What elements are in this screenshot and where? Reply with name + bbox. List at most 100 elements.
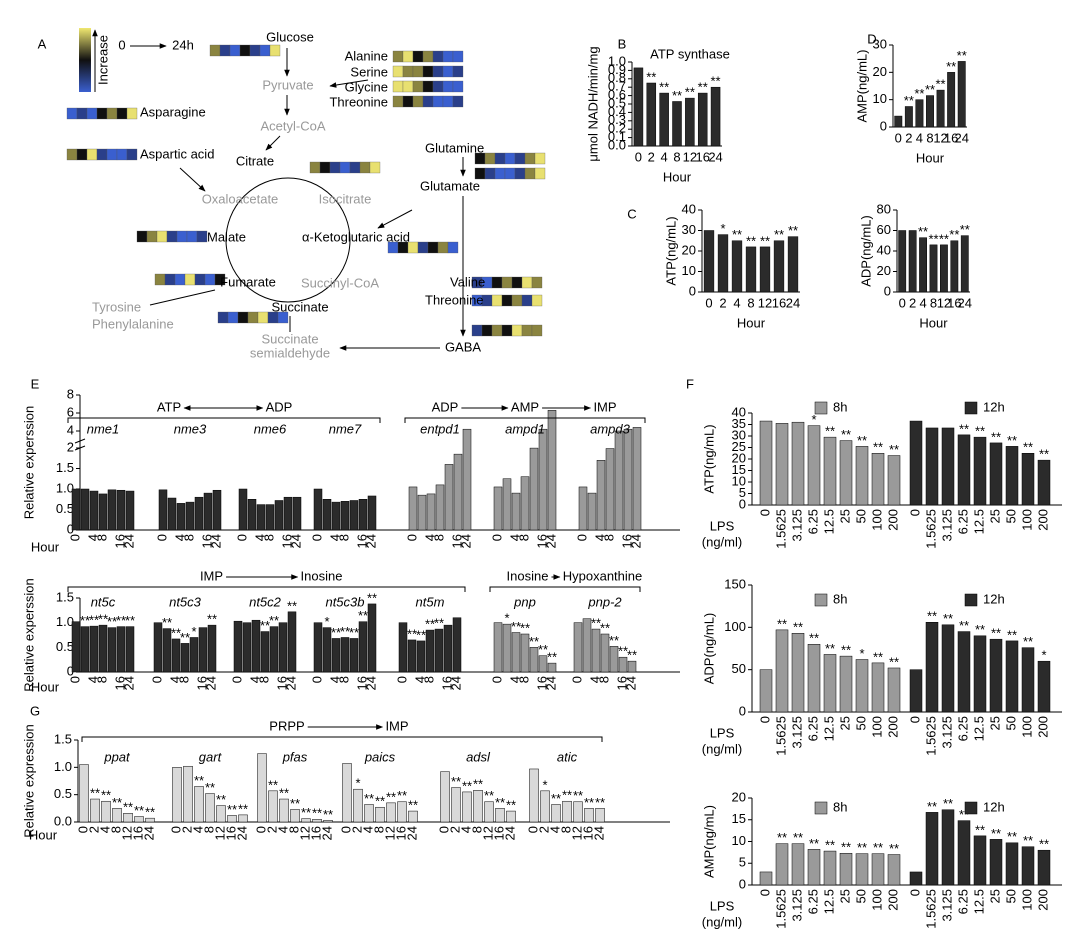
tca-cycle xyxy=(225,177,351,303)
bar xyxy=(775,423,789,506)
panel-label: C xyxy=(627,206,636,221)
x-tick-label: 16 xyxy=(944,130,958,145)
bar xyxy=(909,420,923,506)
x-tick-label: 4 xyxy=(587,676,602,683)
bar xyxy=(989,839,1003,886)
bar xyxy=(331,501,341,531)
significance: ** xyxy=(991,626,1001,641)
x-tick-label: 8 xyxy=(201,826,216,833)
significance: ** xyxy=(1023,440,1033,455)
group-label: nme3 xyxy=(174,421,207,436)
y-tick-label: 0 xyxy=(67,521,74,536)
x-tick-label: 3.125 xyxy=(939,509,954,542)
x-tick-label: 25 xyxy=(987,509,1002,523)
x-tick-label: 1.5625 xyxy=(923,889,938,929)
bar xyxy=(203,492,213,531)
x-tick-label: 50 xyxy=(1003,509,1018,523)
bar xyxy=(759,669,773,713)
metabolite-label: Isocitrate xyxy=(319,191,372,206)
group-label: atic xyxy=(557,749,578,764)
x-tick-label: 24 xyxy=(448,676,463,690)
heatmap-cell xyxy=(442,65,454,78)
bar xyxy=(90,798,100,823)
bar xyxy=(578,486,588,531)
x-tick-label: 0 xyxy=(234,534,249,541)
significance: ** xyxy=(991,826,1001,841)
heatmap-cell xyxy=(369,161,381,174)
y-tick-label: 1.0 xyxy=(56,614,74,629)
x-tick-label: 12.5 xyxy=(821,889,836,914)
significance: ** xyxy=(125,613,135,628)
metabolite-label: Glycine xyxy=(345,79,388,94)
bar xyxy=(627,660,637,673)
heatmap-cell xyxy=(531,276,543,289)
bar xyxy=(367,603,377,673)
y-tick-label: 0.7 xyxy=(608,79,626,94)
group-label: ppat xyxy=(103,749,131,764)
legend-swatch xyxy=(964,801,978,815)
header-bracket xyxy=(67,417,381,423)
x-tick-label: 16 xyxy=(695,149,709,164)
y-tick-label: 80 xyxy=(877,201,891,216)
bar xyxy=(529,768,539,823)
heatmap-cell xyxy=(176,230,188,243)
bar xyxy=(898,230,907,293)
bar xyxy=(710,86,721,147)
bar xyxy=(936,89,945,128)
heatmap-cell xyxy=(531,324,543,337)
metabolite-label: Fumarate xyxy=(220,274,276,289)
bar xyxy=(107,489,117,531)
arrow xyxy=(149,289,216,306)
y-tick-label: 0 xyxy=(689,283,696,298)
significance: ** xyxy=(367,590,377,605)
group-label: nme6 xyxy=(254,421,287,436)
significance: ** xyxy=(918,224,928,239)
bar xyxy=(529,447,539,531)
heatmap-cell xyxy=(229,44,241,57)
significance: ** xyxy=(287,598,297,613)
x-tick-label: 24 xyxy=(623,676,638,690)
bar xyxy=(887,854,901,886)
heatmap-cell xyxy=(494,167,506,180)
bar xyxy=(894,115,903,128)
heatmap-cell xyxy=(402,80,414,93)
significance: ** xyxy=(609,633,619,648)
header-label: Inosine xyxy=(301,568,343,583)
heatmap-cell xyxy=(422,65,434,78)
significance: ** xyxy=(89,613,99,628)
x-tick-label: 0 xyxy=(757,716,772,723)
significance: ** xyxy=(873,840,883,855)
significance: ** xyxy=(760,233,770,248)
group-label: ampd1 xyxy=(505,421,545,436)
metabolite-label: Glucose xyxy=(266,29,314,44)
significance: ** xyxy=(511,619,521,634)
x-tick-label: 8 xyxy=(421,676,436,683)
bar xyxy=(773,240,785,293)
bar xyxy=(171,638,181,673)
x-tick-label: 0 xyxy=(404,534,419,541)
y-tick-label: 30 xyxy=(682,222,696,237)
group-label: ampd3 xyxy=(590,421,631,436)
panel-label: G xyxy=(30,703,40,718)
significance: ** xyxy=(386,789,396,804)
x-tick-label: 4 xyxy=(916,130,923,145)
bar xyxy=(871,662,885,713)
bar xyxy=(176,503,186,531)
significance: ** xyxy=(777,616,787,631)
significance: ** xyxy=(312,806,322,821)
significance: ** xyxy=(809,631,819,646)
bar xyxy=(453,453,463,531)
x-tick-label: 3.125 xyxy=(789,716,804,749)
y-axis-label: ATP(ng/mL) xyxy=(663,216,678,285)
bar xyxy=(807,849,821,886)
heatmap-cell xyxy=(504,167,516,180)
legend-label: 12h xyxy=(983,799,1005,814)
heatmap-cell xyxy=(511,276,523,289)
bar xyxy=(973,436,987,506)
x-tick-label: 16 xyxy=(274,676,289,690)
x-tick-label: 12 xyxy=(683,149,697,164)
significance: * xyxy=(355,776,360,791)
y-tick-label: 8 xyxy=(67,386,74,401)
x-tick-label: 8 xyxy=(94,534,109,541)
heatmap-cell xyxy=(474,167,486,180)
